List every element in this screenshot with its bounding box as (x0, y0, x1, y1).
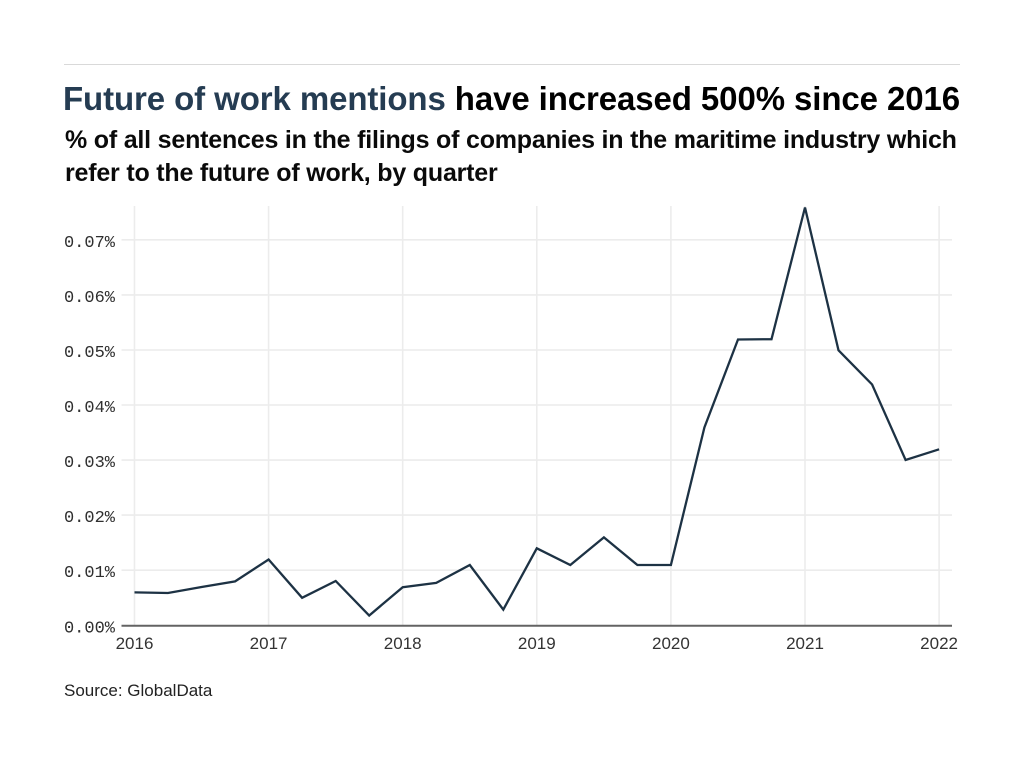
svg-text:0.03%: 0.03% (64, 454, 116, 473)
svg-text:0.04%: 0.04% (64, 399, 116, 418)
svg-text:0.06%: 0.06% (64, 289, 116, 308)
svg-text:0.00%: 0.00% (64, 620, 116, 639)
svg-text:0.05%: 0.05% (64, 344, 116, 363)
svg-text:2017: 2017 (250, 634, 288, 653)
svg-text:2018: 2018 (384, 634, 422, 653)
svg-text:2016: 2016 (116, 634, 154, 653)
svg-text:2022: 2022 (920, 634, 958, 653)
svg-text:2019: 2019 (518, 634, 556, 653)
svg-text:0.01%: 0.01% (64, 564, 116, 583)
svg-text:2020: 2020 (652, 634, 690, 653)
svg-text:0.02%: 0.02% (64, 509, 116, 528)
svg-text:2021: 2021 (786, 634, 824, 653)
svg-text:0.07%: 0.07% (64, 234, 116, 253)
